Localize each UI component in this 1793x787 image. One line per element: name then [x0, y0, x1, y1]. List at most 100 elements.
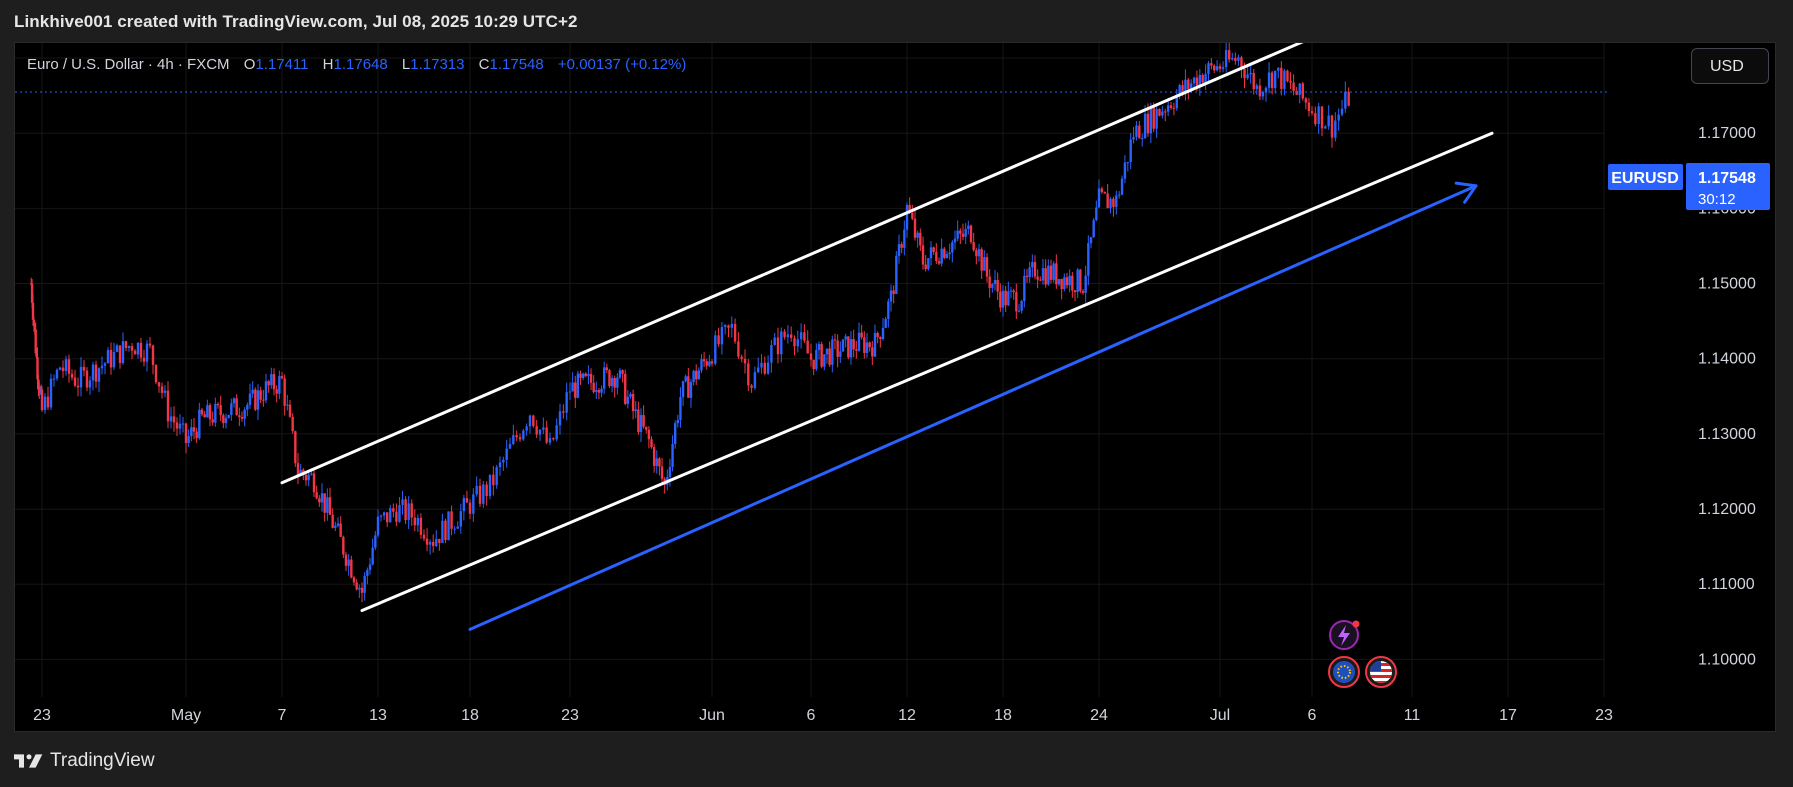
candle-body: [267, 381, 270, 386]
candle-body: [865, 342, 869, 353]
candle-body: [1334, 120, 1337, 138]
time-tick-label: 23: [33, 707, 51, 724]
candle-body: [876, 332, 879, 338]
candle-body: [1204, 73, 1207, 83]
candle-body: [142, 357, 146, 362]
candle-body: [112, 352, 116, 368]
us-flag-icon[interactable]: [1365, 656, 1397, 688]
candle-body: [542, 427, 545, 430]
candle-body: [502, 459, 505, 463]
eu-flag-icon[interactable]: [1328, 656, 1360, 688]
candle-body: [148, 343, 152, 346]
candle-body: [1012, 290, 1015, 293]
candle-body: [975, 250, 978, 257]
candle-body: [637, 409, 640, 432]
candle-body: [334, 525, 337, 528]
candle-body: [616, 377, 619, 388]
candle-body: [684, 376, 687, 382]
candle-body: [456, 526, 459, 529]
candle-body: [331, 514, 334, 528]
candle-body: [488, 474, 492, 497]
candle-body: [860, 332, 863, 338]
legend-close-value: 1.17548: [490, 56, 544, 73]
candle-body: [1017, 310, 1021, 312]
bottom-bar: [0, 732, 1793, 787]
candle-body: [1264, 87, 1268, 93]
candle-body: [1112, 198, 1115, 207]
candle-body: [1310, 111, 1314, 114]
candle-body: [379, 515, 383, 517]
candle-body: [49, 378, 53, 408]
candle-body: [972, 242, 975, 251]
candle-body: [1255, 85, 1258, 90]
candle-body: [422, 534, 426, 539]
candle-body: [206, 405, 209, 418]
candle-body: [441, 520, 444, 543]
lightning-event-icon[interactable]: [1329, 620, 1360, 650]
candle-body: [43, 396, 47, 411]
price-tag-symbol: EURUSD: [1611, 170, 1679, 187]
candle-body: [478, 485, 482, 504]
candle-body: [1146, 113, 1150, 134]
price-tick-label: 1.13000: [1698, 426, 1756, 443]
candle-body: [592, 382, 595, 392]
candle-body: [895, 255, 898, 294]
candle-body: [211, 419, 214, 423]
candle-body: [172, 416, 176, 423]
candle-body: [67, 359, 71, 374]
candle-body: [1138, 125, 1141, 139]
time-axis[interactable]: 23 May 7 13 18 23 Jun 6 12 18 24 Jul 6 11 17 23: [33, 707, 1613, 724]
candle-body: [363, 575, 366, 593]
brand[interactable]: TradingView: [14, 750, 155, 772]
candle-body: [697, 370, 701, 380]
candle-body: [605, 367, 609, 371]
candle-body: [695, 370, 698, 380]
candle-body: [1097, 188, 1101, 208]
candle-body: [1106, 193, 1109, 209]
candle-body: [413, 517, 416, 526]
candle-body: [1092, 220, 1095, 238]
candle-body: [336, 523, 340, 526]
candle-body: [1095, 207, 1098, 221]
candle-body: [106, 349, 110, 364]
candle-body: [100, 365, 104, 369]
candle-body: [639, 415, 643, 432]
candle-body: [1084, 275, 1087, 293]
candle-body: [219, 405, 222, 416]
candle-body: [964, 228, 967, 237]
currency-button[interactable]: USD: [1691, 48, 1769, 84]
candle-body: [645, 426, 648, 430]
candle-body: [40, 389, 44, 411]
candle-body: [1258, 85, 1262, 97]
candle-body: [951, 242, 954, 253]
candle-body: [232, 398, 236, 404]
candle-body: [806, 340, 809, 354]
candle-body: [1274, 70, 1277, 89]
grid-lines: [15, 43, 1605, 697]
candle-body: [283, 378, 286, 406]
trend-drawings[interactable]: [280, 20, 1494, 631]
candle-body: [344, 554, 348, 566]
candle-body: [887, 301, 890, 319]
price-axis[interactable]: 1.10000 1.11000 1.12000 1.13000 1.14000 1.150…: [1698, 50, 1756, 668]
candle-body: [679, 397, 682, 420]
price-tag-value-box: [1686, 163, 1770, 210]
legend-symbol: Euro / U.S. Dollar · 4h · FXCM: [27, 56, 230, 73]
candle-body: [1314, 113, 1317, 125]
candle-body: [940, 248, 943, 264]
candle-body: [879, 337, 882, 340]
candle-body: [79, 366, 83, 388]
candle-body: [587, 373, 590, 376]
channel-upper-line: [280, 43, 1304, 485]
price-tick-label: 1.11000: [1698, 576, 1755, 593]
candle-body: [1249, 72, 1252, 75]
candle-body: [980, 249, 983, 271]
candle-body: [352, 577, 356, 583]
candle-body: [1218, 66, 1222, 69]
candle-body: [1004, 290, 1007, 306]
candle-body: [482, 484, 485, 504]
candle-body: [518, 437, 522, 440]
channel-lower-line: [360, 131, 1494, 613]
candle-body: [127, 346, 131, 349]
